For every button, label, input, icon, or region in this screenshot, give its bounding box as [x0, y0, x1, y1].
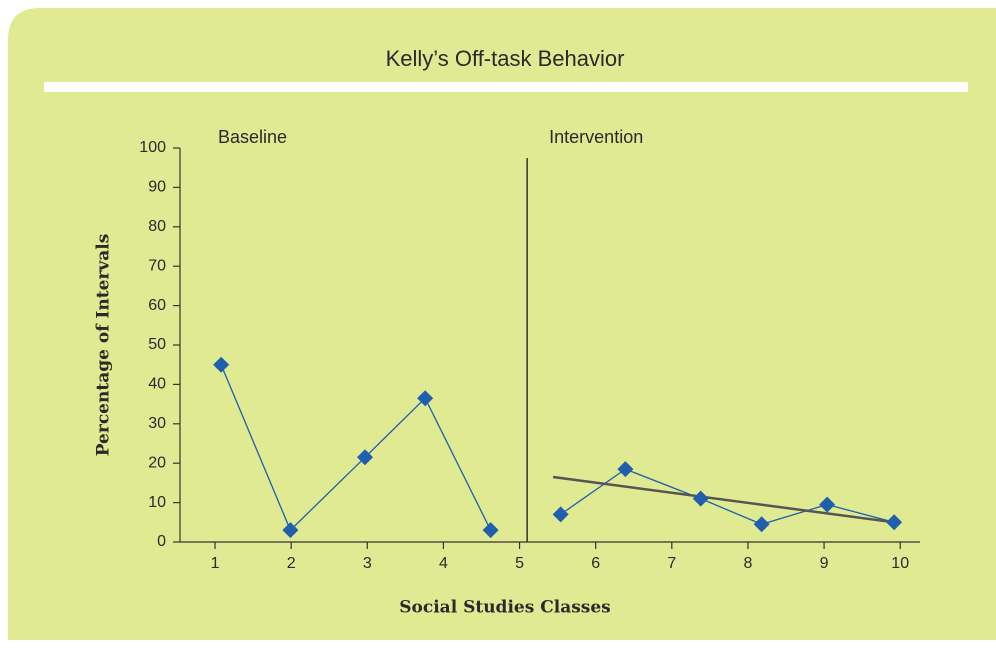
y-tick-label: 100 [139, 139, 166, 156]
y-tick-label: 60 [148, 297, 166, 314]
data-point [417, 390, 434, 407]
x-tick-label: 4 [439, 555, 448, 572]
x-tick-label: 2 [287, 555, 296, 572]
y-tick-label: 30 [148, 415, 166, 432]
x-tick-label: 10 [891, 555, 909, 572]
y-tick-label: 80 [148, 218, 166, 235]
phase-label: Intervention [549, 127, 643, 147]
x-tick-label: 9 [820, 555, 829, 572]
data-point [617, 461, 634, 478]
y-tick-label: 70 [148, 257, 166, 274]
data-point [886, 514, 903, 531]
trend-line [552, 475, 895, 524]
chart-title: Kelly’s Off-task Behavior [386, 46, 625, 71]
data-point [357, 449, 373, 466]
data-point [282, 522, 299, 539]
x-axis-title: Social Studies Classes [399, 598, 611, 618]
y-tick-label: 20 [148, 454, 166, 471]
data-point [482, 522, 499, 539]
data-point [692, 490, 709, 507]
y-tick-label: 90 [148, 179, 166, 196]
y-tick-label: 10 [148, 494, 166, 511]
x-tick-label: 3 [363, 555, 372, 572]
y-tick-label: 40 [148, 376, 166, 393]
series-line [560, 468, 895, 525]
phase-label: Baseline [218, 127, 287, 147]
x-tick-label: 6 [591, 555, 600, 572]
y-tick-label: 0 [157, 533, 166, 550]
title-rule [44, 82, 968, 92]
panel [8, 8, 996, 640]
x-tick-label: 8 [743, 555, 752, 572]
data-point [753, 516, 770, 533]
data-point [819, 496, 836, 513]
x-tick-label: 1 [211, 555, 220, 572]
x-tick-label: 7 [667, 555, 676, 572]
x-tick-label: 5 [515, 555, 524, 572]
y-axis-title: Percentage of Intervals [94, 234, 114, 457]
data-point [213, 356, 230, 373]
data-point [552, 506, 569, 523]
y-tick-label: 50 [148, 336, 166, 353]
